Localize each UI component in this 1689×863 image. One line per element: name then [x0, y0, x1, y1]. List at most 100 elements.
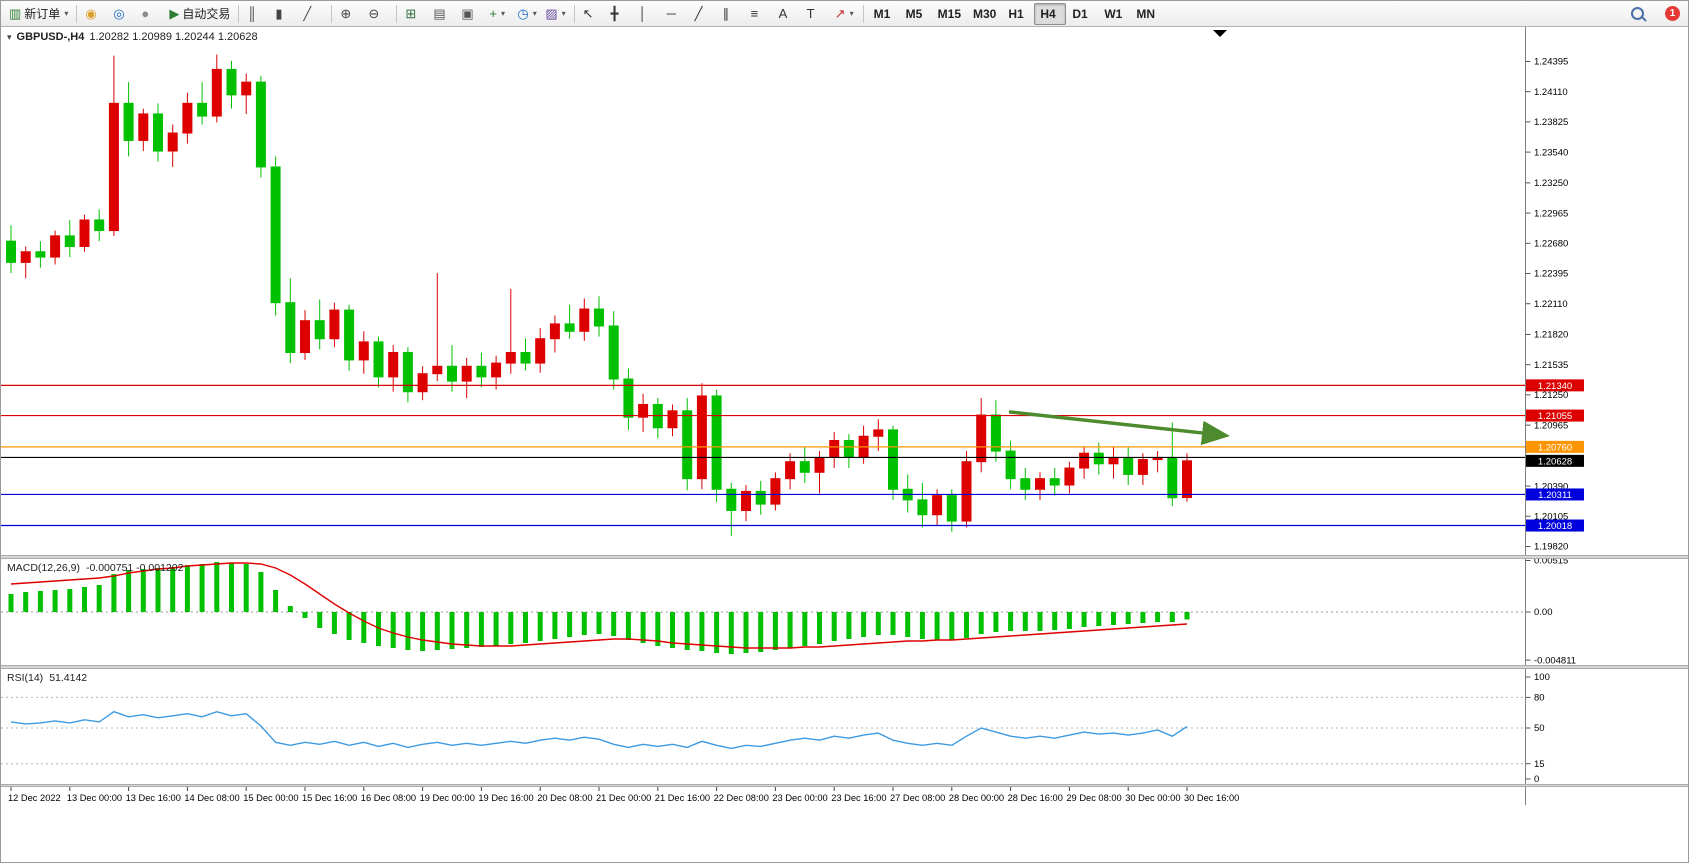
time-label: 30 Dec 16:00: [1184, 793, 1239, 803]
tf-d1-button[interactable]: D1: [1066, 3, 1098, 25]
tf-m15-button-label: M15: [937, 6, 961, 21]
tf-h1-button-label: H1: [1008, 6, 1024, 21]
clock-icon: ◷: [517, 6, 529, 21]
rsi-chart[interactable]: 100 80 50 15 0: [1, 669, 1689, 784]
time-label: 28 Dec 16:00: [1008, 793, 1063, 803]
svg-text:80: 80: [1534, 693, 1545, 704]
tf-h1-button[interactable]: H1: [1002, 3, 1034, 25]
arrange-icon: ▣: [461, 6, 474, 21]
time-label: 28 Dec 00:00: [949, 793, 1004, 803]
market-button[interactable]: ◎: [109, 3, 137, 25]
macd-values: -0.000751 -0.001202: [85, 562, 184, 574]
label-button[interactable]: T: [803, 3, 831, 25]
time-label: 16 Dec 08:00: [361, 793, 416, 803]
candles: [6, 54, 1192, 536]
time-label: 15 Dec 00:00: [243, 793, 298, 803]
time-label: 13 Dec 16:00: [126, 793, 181, 803]
crosshair-button[interactable]: ╋: [607, 3, 635, 25]
rsi-value: 51.4142: [49, 672, 88, 684]
price-axis[interactable]: 1.24395 1.24110 1.23825 1.23540 1.23250 1.229…: [1525, 27, 1569, 555]
search-icon: [1631, 7, 1644, 20]
svg-text:100: 100: [1534, 672, 1550, 683]
tf-m1-button[interactable]: M1: [868, 3, 900, 25]
toolbar-separator: [331, 4, 333, 23]
svg-text:1.21055: 1.21055: [1538, 411, 1572, 422]
time-label: 13 Dec 00:00: [67, 793, 122, 803]
chart-title: GBPUSD-,H4 1.20282 1.20989 1.20244 1.206…: [7, 31, 258, 43]
toolbar: ▥ 新订单 ▾ ◉ ◎ ● ▶ 自动交易 ║ ▮ ╱ ⊕ ⊖ ⊞ ▤ ▣ + ▾ ◷ ▾ ▨ ▾ ↖ ╋ │ ─ ╱ ∥ ≡ A T ↗ ▾ M1…: [1, 1, 1688, 27]
fibonacci-button[interactable]: ≡: [747, 3, 775, 25]
channel-button[interactable]: ∥: [719, 3, 747, 25]
horizontal-lines[interactable]: [1, 384, 1525, 527]
bar-chart-button[interactable]: ║: [243, 3, 271, 25]
chart-dropdown-icon[interactable]: [7, 31, 12, 43]
horizontal-line-button[interactable]: ─: [663, 3, 691, 25]
tf-w1-button[interactable]: W1: [1098, 3, 1130, 25]
svg-text:1.20965: 1.20965: [1534, 420, 1568, 431]
candlestick-button[interactable]: ▮: [271, 3, 299, 25]
autotrading-icon: ▶: [169, 6, 180, 21]
tf-h4-button[interactable]: H4: [1034, 2, 1067, 25]
tf-mn-button[interactable]: MN: [1130, 3, 1162, 25]
rsi-axis[interactable]: 100 80 50 15 0: [1525, 669, 1550, 784]
time-label: 30 Dec 00:00: [1125, 793, 1180, 803]
svg-text:15: 15: [1534, 759, 1545, 770]
tile-windows-icon: ⊞: [405, 6, 417, 21]
autotrading-button[interactable]: ▶ 自动交易: [165, 3, 234, 25]
tf-m30-button[interactable]: M30: [967, 3, 1002, 25]
svg-text:1.20018: 1.20018: [1538, 521, 1572, 532]
tf-m5-button[interactable]: M5: [900, 3, 932, 25]
signals-icon: ◉: [85, 6, 97, 21]
arrange-button[interactable]: ▣: [457, 3, 485, 25]
svg-text:1.20105: 1.20105: [1534, 512, 1568, 523]
new-order-button[interactable]: ▥ 新订单 ▾: [5, 3, 72, 25]
svg-text:1.21250: 1.21250: [1534, 390, 1568, 401]
panel-separator[interactable]: [1, 555, 1688, 559]
panel-separator[interactable]: [1, 784, 1688, 787]
cursor-button[interactable]: ↖: [579, 3, 607, 25]
zoom-out-button[interactable]: ⊖: [364, 3, 392, 25]
line-chart-button[interactable]: ╱: [299, 3, 327, 25]
panel-separator[interactable]: [1, 665, 1688, 669]
vertical-line-button[interactable]: │: [635, 3, 663, 25]
macd-axis[interactable]: 0.00515 0.00 -0.004811: [1525, 559, 1577, 665]
crosshair-icon: ╋: [610, 6, 619, 21]
svg-text:1.19820: 1.19820: [1534, 542, 1568, 553]
svg-text:50: 50: [1534, 723, 1545, 734]
svg-text:0.00: 0.00: [1534, 607, 1553, 618]
search-button[interactable]: [1627, 3, 1655, 25]
time-axis[interactable]: 12 Dec 2022 13 Dec 00:00 13 Dec 16:00 14 De…: [1, 787, 1689, 805]
cascade-icon: ▤: [433, 6, 446, 21]
macd-chart[interactable]: 0.00515 0.00 -0.004811: [1, 559, 1689, 665]
svg-text:1.20628: 1.20628: [1538, 456, 1572, 467]
signals-button[interactable]: ◉: [81, 3, 109, 25]
toolbar-separator: [396, 4, 398, 23]
tf-m15-button[interactable]: M15: [932, 3, 967, 25]
arrows-button[interactable]: ↗ ▾: [831, 3, 859, 25]
time-label: 23 Dec 00:00: [772, 793, 827, 803]
chart-shift-marker[interactable]: [1213, 30, 1227, 37]
svg-text:1.21820: 1.21820: [1534, 330, 1568, 341]
new-chart-button[interactable]: + ▾: [485, 3, 513, 25]
new-order-button-label: 新订单: [24, 7, 61, 21]
tf-m1-button-label: M1: [873, 6, 891, 21]
trend-arrow[interactable]: [1008, 410, 1230, 446]
time-label: 21 Dec 00:00: [596, 793, 651, 803]
time-label: 22 Dec 08:00: [714, 793, 769, 803]
macd-signal-line: [10, 562, 1188, 649]
svg-text:1.22110: 1.22110: [1534, 299, 1568, 310]
macd-histogram: [8, 562, 1190, 654]
tile-windows-button[interactable]: ⊞: [401, 3, 429, 25]
templates-button[interactable]: ▨ ▾: [541, 3, 569, 25]
periods-button[interactable]: ◷ ▾: [513, 3, 541, 25]
cursor-icon: ↖: [582, 6, 594, 21]
notification-badge[interactable]: 1: [1665, 6, 1680, 21]
text-button[interactable]: A: [775, 3, 803, 25]
candlestick-chart[interactable]: 1.24395 1.24110 1.23825 1.23540 1.23250 1.229…: [1, 27, 1689, 555]
news-button[interactable]: ●: [137, 3, 165, 25]
time-label: 23 Dec 16:00: [831, 793, 886, 803]
zoom-in-button[interactable]: ⊕: [336, 3, 364, 25]
cascade-button[interactable]: ▤: [429, 3, 457, 25]
vertical-line-icon: │: [638, 6, 647, 21]
trendline-button[interactable]: ╱: [691, 3, 719, 25]
